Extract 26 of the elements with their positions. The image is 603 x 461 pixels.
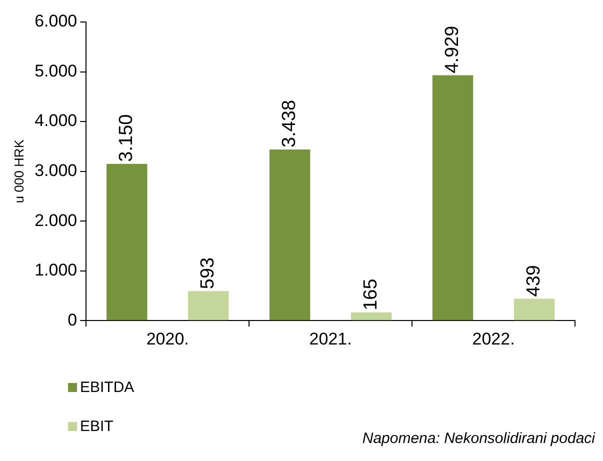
y-tick-label: 6.000 [34, 12, 78, 31]
data-label: 165 [360, 278, 382, 310]
y-tick-label: 2.000 [34, 210, 78, 230]
y-tick-label: 5.000 [34, 61, 78, 80]
text: Napomena: Nekonsolidirani podaci [362, 430, 595, 447]
legend-label: EBIT [80, 418, 114, 435]
x-tick-label: 2021. [309, 329, 352, 348]
y-tick-label: 4.000 [34, 111, 78, 130]
y-tick-label: 1.000 [34, 260, 78, 280]
data-label: 4.929 [442, 26, 464, 74]
y-tick-label: 3.000 [34, 160, 78, 180]
data-label: 593 [198, 257, 219, 290]
bar [106, 164, 148, 320]
bar [432, 75, 474, 320]
x-tick-label: 2022. [472, 329, 515, 348]
x-tick-label: 2020. [146, 329, 189, 348]
y-axis-title: u 000 HRK [11, 139, 26, 204]
y-tick-label: 0 [68, 310, 78, 330]
bar [188, 291, 229, 320]
bar [269, 150, 310, 320]
legend-label: EBITDA [80, 379, 134, 396]
bar [350, 312, 392, 320]
data-label: 439 [523, 265, 544, 297]
data-label: 3.438 [279, 100, 300, 148]
bar [514, 298, 555, 320]
data-label: 3.150 [116, 114, 138, 162]
